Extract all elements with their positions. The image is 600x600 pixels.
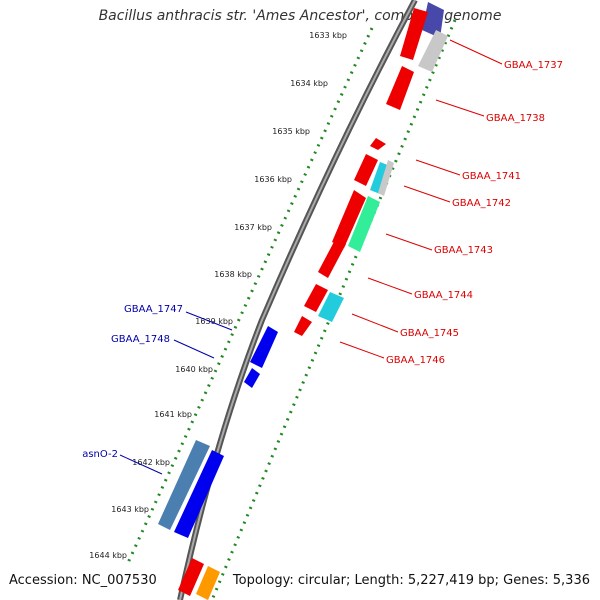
gene-callout-lines <box>119 39 503 475</box>
gene-label-gbaa-1746[interactable]: GBAA_1746 <box>386 355 445 366</box>
tick-label-1641: 1641 kbp <box>154 410 192 419</box>
minus-strand-genes <box>158 326 278 538</box>
callout-gbaa-1742 <box>403 185 451 203</box>
gene-arrow-gbaa-1743-green[interactable] <box>348 196 380 252</box>
gene-arrow-gbaa-1738[interactable] <box>386 66 414 110</box>
gene-arrow-gbaa-1742[interactable] <box>354 154 378 186</box>
gene-label-gbaa-1748[interactable]: GBAA_1748 <box>111 334 170 345</box>
gene-labels: GBAA_1737 GBAA_1738 GBAA_1741 GBAA_1742 … <box>82 60 563 460</box>
tick-label-1634: 1634 kbp <box>290 79 328 88</box>
genome-summary-text: Topology: circular; Length: 5,227,419 bp… <box>232 573 590 588</box>
genome-backbone <box>177 0 418 600</box>
gene-label-gbaa-1738[interactable]: GBAA_1738 <box>486 113 545 124</box>
tick-label-1643: 1643 kbp <box>111 505 149 514</box>
tick-label-1637: 1637 kbp <box>234 223 272 232</box>
callout-gbaa-1743 <box>385 233 433 251</box>
callout-gbaa-1738 <box>435 99 485 117</box>
inner-tick-ring <box>210 19 457 600</box>
gene-arrow-gbaa-1736[interactable] <box>422 2 444 38</box>
callout-gbaa-1737 <box>449 39 503 65</box>
tick-label-1640: 1640 kbp <box>175 365 213 374</box>
gene-arrow-blue-large[interactable] <box>174 450 224 538</box>
gene-arrow-gbaa-1741[interactable] <box>370 138 386 150</box>
callout-gbaa-1746 <box>339 341 385 359</box>
gene-arrow-gbaa-1743[interactable] <box>332 190 366 248</box>
gene-label-asno-2[interactable]: asnO-2 <box>82 449 118 460</box>
tick-label-1633: 1633 kbp <box>309 31 347 40</box>
gene-label-gbaa-1744[interactable]: GBAA_1744 <box>414 290 473 301</box>
callout-gbaa-1744 <box>367 277 413 295</box>
gene-arrow-gbaa-1745-cyan[interactable] <box>318 292 344 322</box>
gene-label-gbaa-1737[interactable]: GBAA_1737 <box>504 60 563 71</box>
tick-label-1636: 1636 kbp <box>254 175 292 184</box>
callout-gbaa-1741 <box>415 159 461 176</box>
tick-label-1638: 1638 kbp <box>214 270 252 279</box>
callout-gbaa-1745 <box>351 313 399 333</box>
gene-arrow-gbaa-1747[interactable] <box>250 326 278 368</box>
genome-backbone-highlight <box>179 0 416 600</box>
accession-text: Accession: NC_007530 <box>9 573 157 588</box>
gene-label-gbaa-1742[interactable]: GBAA_1742 <box>452 198 511 209</box>
gene-arrow-gbaa-1744[interactable] <box>318 238 346 278</box>
tick-label-1635: 1635 kbp <box>272 127 310 136</box>
callout-gbaa-1748 <box>173 339 215 359</box>
gene-arrow-red-bottom[interactable] <box>178 558 204 596</box>
gene-label-gbaa-1745[interactable]: GBAA_1745 <box>400 328 459 339</box>
callout-asno-2 <box>119 454 163 475</box>
gene-arrow-gbaa-1745[interactable] <box>304 284 328 312</box>
backbone <box>177 0 418 600</box>
gene-label-gbaa-1743[interactable]: GBAA_1743 <box>434 245 493 256</box>
plus-strand-genes <box>178 2 448 600</box>
gene-arrow-asno-2[interactable] <box>158 440 210 530</box>
map-title: Bacillus anthracis str. 'Ames Ancestor',… <box>98 8 502 24</box>
gene-label-gbaa-1741[interactable]: GBAA_1741 <box>462 171 521 182</box>
tick-labels: 1633 kbp 1634 kbp 1635 kbp 1636 kbp 1637… <box>89 31 347 560</box>
gene-arrow-gbaa-1746[interactable] <box>294 316 312 336</box>
gene-label-gbaa-1747[interactable]: GBAA_1747 <box>124 304 183 315</box>
tick-label-1642: 1642 kbp <box>132 458 170 467</box>
callout-gbaa-1747 <box>185 311 233 331</box>
gene-arrow-grey-2[interactable] <box>378 160 394 196</box>
gene-arrow-gbaa-1737[interactable] <box>400 8 428 60</box>
tick-label-1639: 1639 kbp <box>195 317 233 326</box>
gene-arrow-grey-1[interactable] <box>418 30 448 72</box>
gene-arrow-gbaa-1748[interactable] <box>244 368 260 388</box>
tick-label-1644: 1644 kbp <box>89 551 127 560</box>
tick-rings <box>125 19 457 600</box>
gene-arrow-orange-bottom[interactable] <box>196 566 220 600</box>
